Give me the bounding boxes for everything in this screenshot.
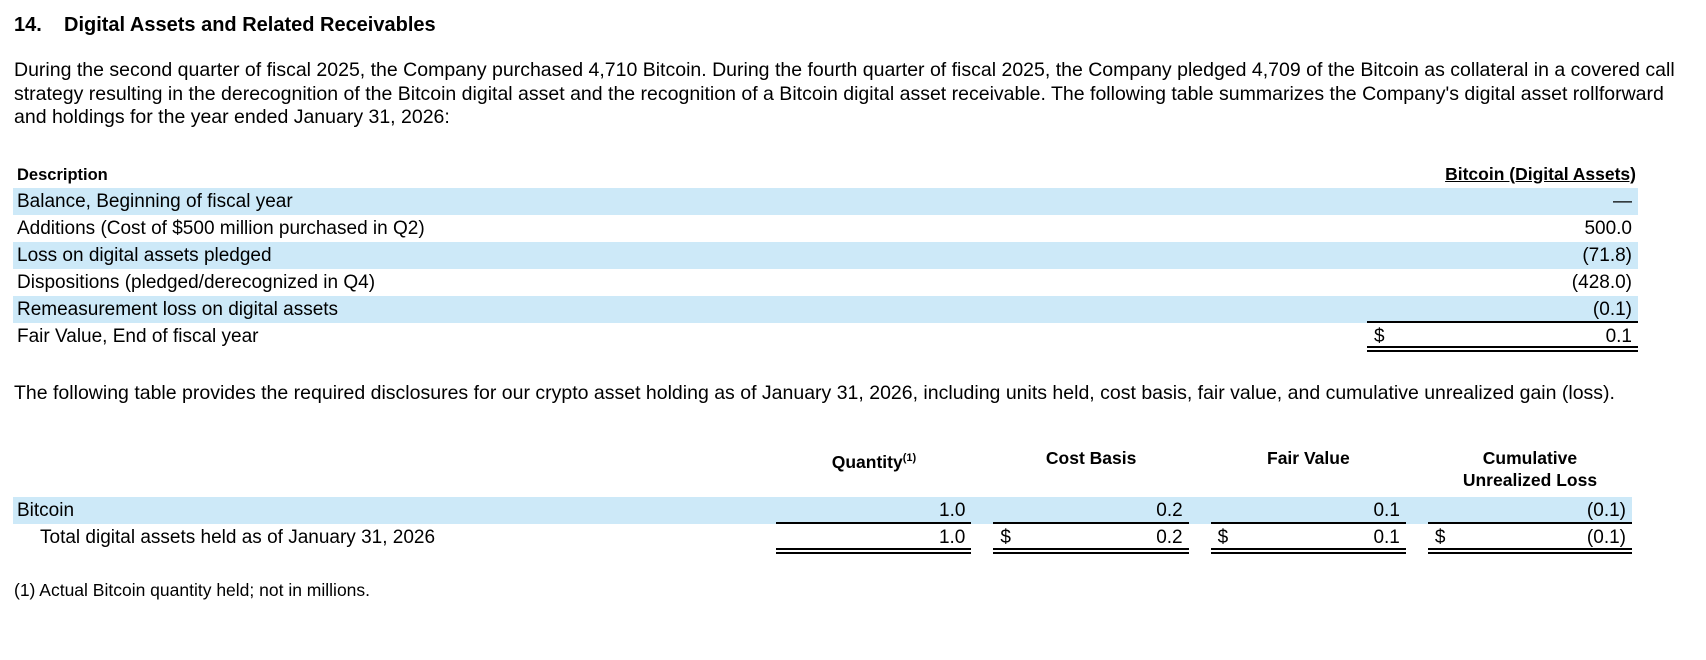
currency-symbol: $ (1000, 527, 1011, 548)
row-value: (428.0) (1571, 271, 1632, 293)
table-row: Balance, Beginning of fiscal year — (13, 187, 1638, 215)
row-label: Loss on digital assets pledged (17, 244, 272, 266)
footnote: (1) Actual Bitcoin quantity held; not in… (14, 580, 371, 600)
intro-paragraph: During the second quarter of fiscal 2025… (14, 59, 1675, 128)
row-label: Total digital assets held as of January … (40, 527, 436, 548)
document-page: 14. Digital Assets and Related Receivabl… (13, 14, 1706, 600)
currency-symbol: $ (1374, 325, 1385, 347)
row-value: 500.0 (1584, 217, 1632, 239)
holdings-table: Quantity(1) Cost Basis Fair Value Cumula… (13, 447, 1632, 554)
section-title: 14. Digital Assets and Related Receivabl… (14, 14, 1706, 37)
row-value-amount: 0.1 (1605, 325, 1632, 347)
quantity-value: 1.0 (776, 497, 972, 524)
table-row-total: Fair Value, End of fiscal year $ 0.1 (13, 323, 1638, 352)
cumulative-loss-value: (0.1) (1427, 497, 1632, 524)
row-label: Balance, Beginning of fiscal year (17, 190, 293, 212)
row-value: $ 0.1 (1367, 323, 1638, 352)
footnote-marker: (1) (902, 452, 917, 464)
fair-value-column-header: Fair Value (1267, 448, 1350, 468)
cumulative-loss-total-value: $ (0.1) (1427, 524, 1632, 554)
section-number: 14. (14, 14, 42, 36)
cost-basis-total-value: $ 0.2 (993, 524, 1189, 554)
quantity-total-value: 1.0 (776, 524, 972, 554)
fair-value-value: 0.1 (1210, 497, 1406, 524)
row-label: Additions (Cost of $500 million purchase… (17, 217, 425, 239)
quantity-column-header: Quantity(1) (831, 451, 917, 472)
table-row-total: Total digital assets held as of January … (13, 524, 1632, 554)
currency-symbol: $ (1217, 527, 1229, 548)
rollforward-table-header: Description Bitcoin (Digital Assets) (13, 158, 1638, 188)
row-label: Bitcoin (17, 500, 75, 521)
description-column-header: Description (17, 165, 108, 184)
row-value: (0.1) (1367, 296, 1638, 323)
cost-basis-column-header: Cost Basis (1045, 448, 1137, 468)
section-title-text: Digital Assets and Related Receivables (64, 14, 436, 36)
row-value: (71.8) (1582, 244, 1632, 266)
table-row: Remeasurement loss on digital assets (0.… (13, 295, 1638, 323)
table-row: Dispositions (pledged/derecognized in Q4… (13, 269, 1638, 296)
disclosure-paragraph: The following table provides the require… (14, 381, 1615, 404)
cost-basis-value: 0.2 (993, 497, 1189, 524)
table-row: Additions (Cost of $500 million purchase… (13, 215, 1638, 242)
table-row: Loss on digital assets pledged (71.8) (13, 241, 1638, 269)
row-label: Fair Value, End of fiscal year (17, 325, 259, 347)
cumulative-loss-column-header: Cumulative Unrealized Loss (1462, 448, 1598, 490)
row-value: — (1613, 190, 1632, 212)
fair-value-total-value: $ 0.1 (1210, 524, 1406, 554)
holdings-table-header: Quantity(1) Cost Basis Fair Value Cumula… (13, 447, 1632, 491)
rollforward-table: Description Bitcoin (Digital Assets) Bal… (13, 158, 1638, 352)
bitcoin-column-header: Bitcoin (Digital Assets) (1445, 163, 1636, 184)
row-label: Remeasurement loss on digital assets (17, 298, 339, 320)
currency-symbol: $ (1434, 527, 1446, 548)
row-label: Dispositions (pledged/derecognized in Q4… (17, 271, 376, 293)
table-row-bitcoin: Bitcoin 1.0 0.2 0.1 (0.1) (13, 497, 1632, 524)
